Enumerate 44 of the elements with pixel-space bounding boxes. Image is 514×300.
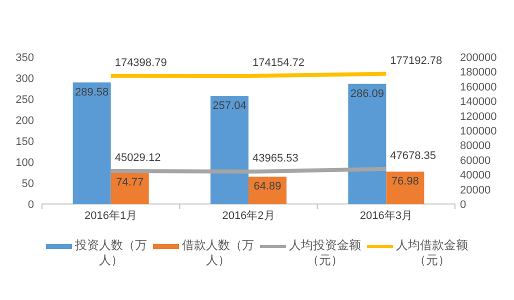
- legend-label: 人均投资金额（元）: [289, 238, 361, 268]
- data-label: 286.09: [350, 88, 384, 100]
- y2-tick-label: 60000: [460, 154, 491, 167]
- bar: [248, 176, 286, 204]
- y-tick-label: 150: [16, 136, 34, 148]
- y-tick-label: 350: [16, 52, 34, 64]
- x-tick-label: 2016年2月: [222, 210, 275, 222]
- bar: [210, 96, 248, 204]
- data-label: 43965.53: [252, 152, 298, 165]
- legend-label: 人均借款金额（元）: [396, 238, 468, 268]
- bar: [110, 172, 149, 204]
- data-label: 289.58: [75, 86, 109, 98]
- data-label: 174398.79: [114, 56, 167, 69]
- y2-tick-label: 200000: [460, 52, 497, 64]
- data-label: 174154.72: [252, 56, 304, 69]
- bar: [348, 84, 386, 204]
- y-tick-label: 50: [22, 178, 34, 190]
- y2-tick-label: 80000: [460, 140, 491, 152]
- y2-tick-label: 0: [460, 199, 466, 211]
- data-label: 74.77: [116, 176, 144, 189]
- x-tick-label: 2016年3月: [360, 210, 412, 222]
- y2-tick-label: 120000: [460, 110, 497, 123]
- legend-label: 借款人数（万人）: [182, 238, 254, 268]
- data-label: 76.98: [391, 176, 419, 188]
- y2-tick-label: 180000: [460, 66, 497, 79]
- data-label: 45029.12: [114, 152, 161, 164]
- x-tick-label: 2016年1月: [84, 210, 138, 222]
- y2-tick-label: 100000: [460, 126, 497, 138]
- y2-tick-label: 140000: [460, 96, 497, 108]
- legend-label: 投资人数（万人）: [75, 238, 147, 268]
- data-label: 64.89: [254, 180, 282, 193]
- y-tick-label: 200: [16, 115, 34, 127]
- y-tick-label: 250: [16, 94, 34, 106]
- data-label: 177192.78: [390, 54, 442, 67]
- bar: [72, 82, 111, 204]
- y-tick-label: 300: [16, 73, 34, 85]
- data-label: 257.04: [212, 100, 246, 112]
- data-label: 47678.35: [390, 150, 436, 162]
- y-tick-label: 0: [28, 199, 34, 211]
- bar: [386, 172, 424, 204]
- y2-tick-label: 40000: [460, 170, 491, 182]
- y2-tick-label: 160000: [460, 81, 497, 94]
- y2-tick-label: 20000: [460, 184, 491, 196]
- y-tick-label: 100: [16, 157, 34, 169]
